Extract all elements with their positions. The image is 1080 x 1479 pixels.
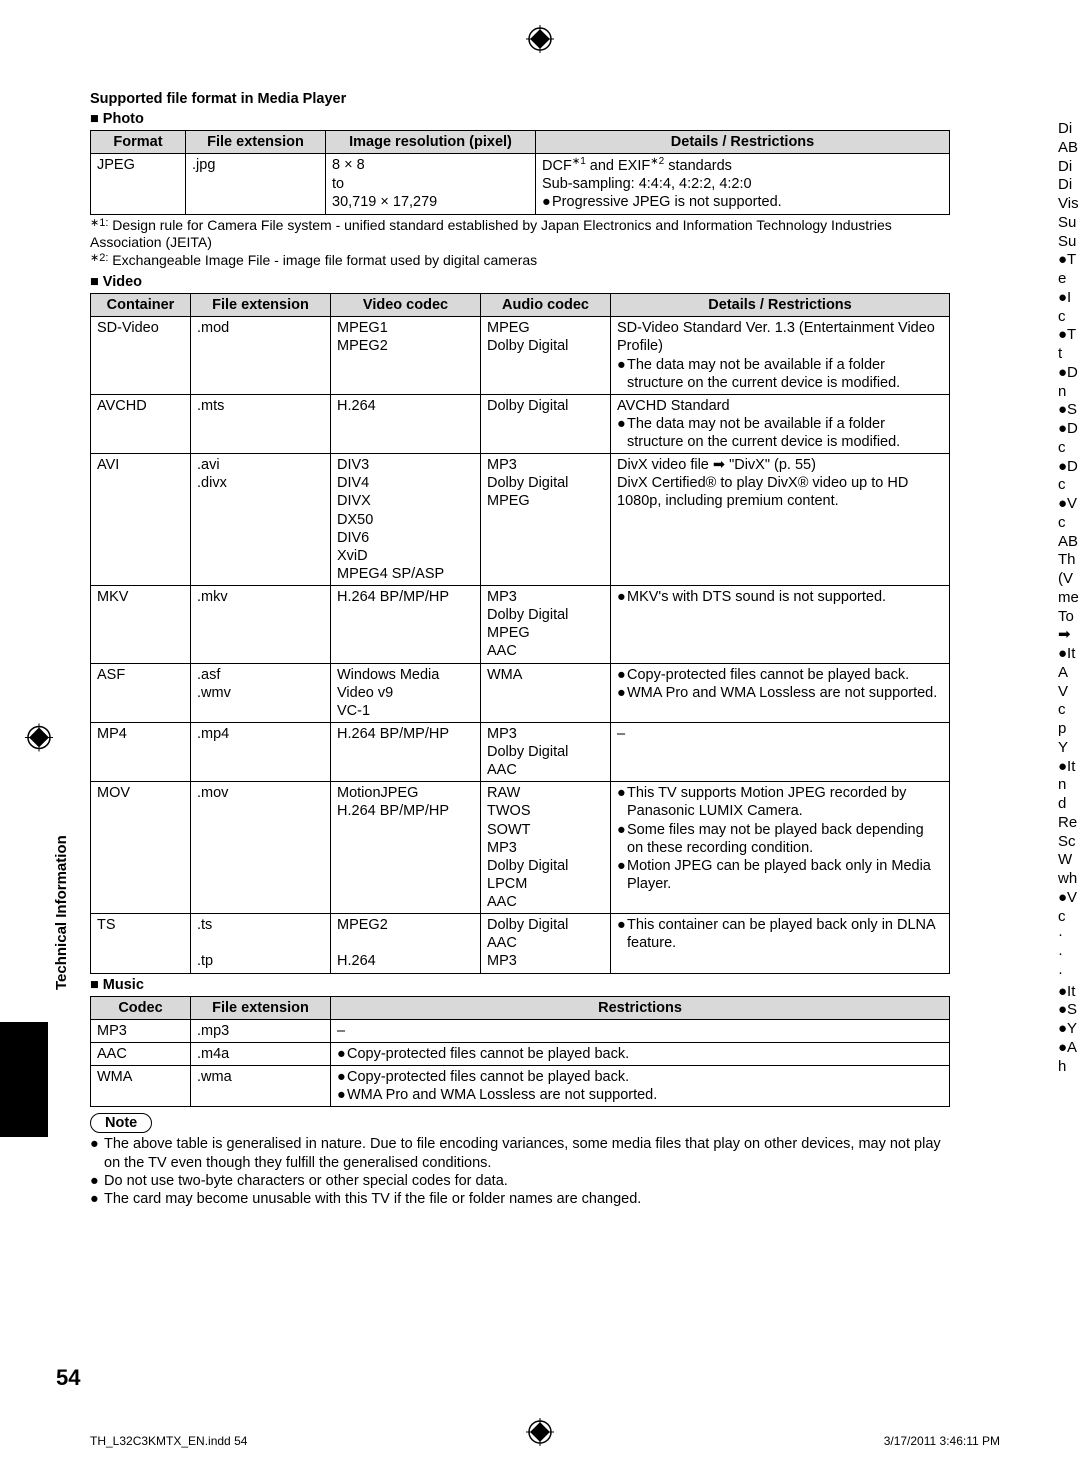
table-row: AVI.avi .divxDIV3 DIV4 DIVX DX50 DIV6 Xv…	[91, 454, 950, 586]
table-row: AAC.m4a●Copy-protected files cannot be p…	[91, 1042, 950, 1065]
table-row: JPEG .jpg 8 × 8 to 30,719 × 17,279 DCF∗1…	[91, 154, 950, 214]
table-row: MOV.movMotionJPEG H.264 BP/MP/HPRAW TWOS…	[91, 782, 950, 914]
table-row: ASF.asf .wmvWindows Media Video v9 VC-1W…	[91, 663, 950, 722]
table-row: MKV.mkvH.264 BP/MP/HPMP3 Dolby Digital M…	[91, 586, 950, 664]
music-heading: ■ Music	[90, 976, 1070, 994]
section-tab	[0, 1022, 48, 1137]
table-row: MP3.mp3–	[91, 1019, 950, 1042]
photo-heading: ■ Photo	[90, 110, 1070, 128]
crop-mark-icon	[25, 723, 53, 756]
side-label: Technical Information	[53, 835, 72, 990]
details-cell: DCF∗1 and EXIF∗2 standards Sub-sampling:…	[536, 154, 950, 214]
page-number: 54	[56, 1364, 80, 1392]
footer-notes: ●The above table is generalised in natur…	[90, 1135, 960, 1208]
page-content: Supported file format in Media Player ■ …	[0, 0, 1080, 1248]
footer-timestamp: 3/17/2011 3:46:11 PM	[884, 1434, 1000, 1449]
page-title: Supported file format in Media Player	[90, 90, 1070, 108]
next-page-overflow: DiABDiDiVisSuSu●Te●Ic●Tt●Dn●S●Dc●Dc●VcAB…	[1058, 120, 1080, 1076]
table-row: AVCHD.mtsH.264Dolby DigitalAVCHD Standar…	[91, 394, 950, 453]
col-details: Details / Restrictions	[536, 131, 950, 154]
photo-table: Format File extension Image resolution (…	[90, 130, 950, 214]
col-ext: File extension	[186, 131, 326, 154]
crop-mark-icon	[526, 25, 554, 58]
col-format: Format	[91, 131, 186, 154]
photo-footnotes: ∗1: Design rule for Camera File system -…	[90, 217, 950, 270]
table-row: MP4.mp4H.264 BP/MP/HPMP3 Dolby Digital A…	[91, 722, 950, 781]
note-badge: Note	[90, 1113, 152, 1133]
footer-filename: TH_L32C3KMTX_EN.indd 54	[90, 1434, 247, 1449]
video-heading: ■ Video	[90, 273, 1070, 291]
table-row: SD-Video.modMPEG1 MPEG2MPEG Dolby Digita…	[91, 317, 950, 395]
crop-mark-icon	[526, 1418, 554, 1451]
col-res: Image resolution (pixel)	[326, 131, 536, 154]
table-row: TS.ts .tpMPEG2 H.264Dolby Digital AAC MP…	[91, 914, 950, 973]
table-row: WMA.wma●Copy-protected files cannot be p…	[91, 1066, 950, 1107]
music-table: Codec File extension Restrictions MP3.mp…	[90, 996, 950, 1108]
video-table: Container File extension Video codec Aud…	[90, 293, 950, 973]
